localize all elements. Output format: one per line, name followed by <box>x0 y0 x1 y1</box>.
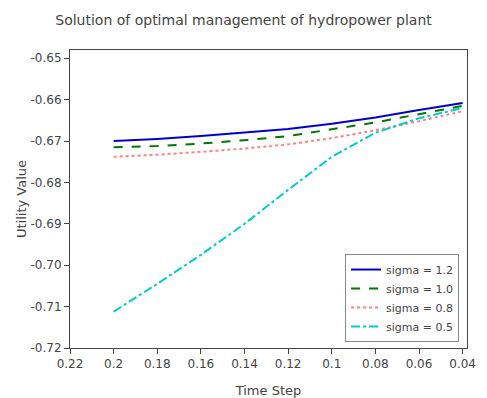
svg-text:0.14: 0.14 <box>231 357 258 371</box>
svg-text:-0.65: -0.65 <box>31 51 62 65</box>
svg-text:sigma = 0.5: sigma = 0.5 <box>386 321 453 334</box>
svg-text:-0.68: -0.68 <box>31 176 62 190</box>
svg-text:Time Step: Time Step <box>235 383 302 398</box>
svg-text:sigma = 0.8: sigma = 0.8 <box>386 302 453 315</box>
svg-text:0.04: 0.04 <box>449 357 476 371</box>
svg-text:0.06: 0.06 <box>406 357 433 371</box>
svg-text:-0.71: -0.71 <box>31 300 62 314</box>
svg-text:-0.66: -0.66 <box>31 93 62 107</box>
svg-text:sigma = 1.0: sigma = 1.0 <box>386 283 453 296</box>
svg-text:-0.70: -0.70 <box>31 258 62 272</box>
svg-text:Utility Value: Utility Value <box>14 160 29 238</box>
svg-text:0.18: 0.18 <box>144 357 171 371</box>
svg-text:sigma = 1.2: sigma = 1.2 <box>386 264 453 277</box>
svg-text:0.16: 0.16 <box>188 357 215 371</box>
svg-text:0.08: 0.08 <box>362 357 389 371</box>
svg-text:Solution of optimal management: Solution of optimal management of hydrop… <box>55 12 432 28</box>
svg-text:-0.69: -0.69 <box>31 217 62 231</box>
svg-text:0.12: 0.12 <box>275 357 302 371</box>
svg-text:0.2: 0.2 <box>104 357 123 371</box>
svg-text:-0.72: -0.72 <box>31 341 62 355</box>
svg-text:-0.67: -0.67 <box>31 134 62 148</box>
svg-text:0.22: 0.22 <box>57 357 84 371</box>
svg-text:0.1: 0.1 <box>322 357 341 371</box>
